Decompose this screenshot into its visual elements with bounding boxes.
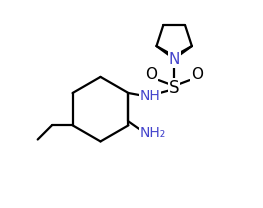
Text: S: S [169,79,179,97]
Text: NH: NH [139,89,160,103]
Text: O: O [145,67,158,82]
Text: NH₂: NH₂ [139,126,166,140]
Text: N: N [169,52,180,67]
Text: O: O [191,67,203,82]
